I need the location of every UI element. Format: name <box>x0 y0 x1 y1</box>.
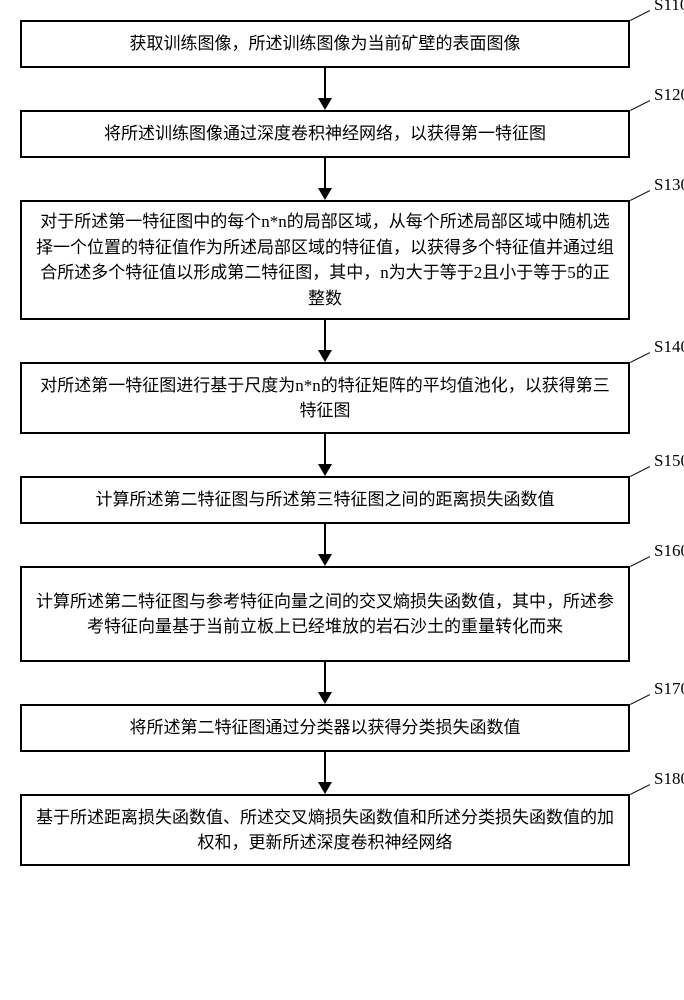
step-label-s130: S130 <box>654 175 684 195</box>
flow-node-text: 获取训练图像，所述训练图像为当前矿壁的表面图像 <box>32 31 618 57</box>
label-leader <box>630 352 650 363</box>
step-label-s110: S110 <box>654 0 684 15</box>
step-label-s160: S160 <box>654 541 684 561</box>
arrow-s110-s120 <box>305 68 345 110</box>
flow-node-s180: 基于所述距离损失函数值、所述交叉熵损失函数值和所述分类损失函数值的加权和，更新所… <box>20 794 630 866</box>
flow-node-text: 对于所述第一特征图中的每个n*n的局部区域，从每个所述局部区域中随机选择一个位置… <box>32 209 618 311</box>
flow-node-s160: 计算所述第二特征图与参考特征向量之间的交叉熵损失函数值，其中，所述参考特征向量基… <box>20 566 630 662</box>
label-leader <box>630 694 650 705</box>
arrow-s120-s130 <box>305 158 345 200</box>
label-leader <box>630 466 650 477</box>
flow-node-text: 计算所述第二特征图与所述第三特征图之间的距离损失函数值 <box>32 487 618 513</box>
label-leader <box>630 10 650 21</box>
arrow-s150-s160 <box>305 524 345 566</box>
arrow-s130-s140 <box>305 320 345 362</box>
label-leader <box>630 556 650 567</box>
flow-node-text: 将所述第二特征图通过分类器以获得分类损失函数值 <box>32 715 618 741</box>
flow-node-s170: 将所述第二特征图通过分类器以获得分类损失函数值 <box>20 704 630 752</box>
step-label-s120: S120 <box>654 85 684 105</box>
flow-node-text: 将所述训练图像通过深度卷积神经网络，以获得第一特征图 <box>32 121 618 147</box>
flow-node-s130: 对于所述第一特征图中的每个n*n的局部区域，从每个所述局部区域中随机选择一个位置… <box>20 200 630 320</box>
flow-node-s150: 计算所述第二特征图与所述第三特征图之间的距离损失函数值 <box>20 476 630 524</box>
arrow-s140-s150 <box>305 434 345 476</box>
flow-node-s140: 对所述第一特征图进行基于尺度为n*n的特征矩阵的平均值池化，以获得第三特征图 <box>20 362 630 434</box>
flow-node-s120: 将所述训练图像通过深度卷积神经网络，以获得第一特征图 <box>20 110 630 158</box>
flow-node-text: 计算所述第二特征图与参考特征向量之间的交叉熵损失函数值，其中，所述参考特征向量基… <box>32 589 618 640</box>
label-leader <box>630 190 650 201</box>
step-label-s180: S180 <box>654 769 684 789</box>
step-label-s150: S150 <box>654 451 684 471</box>
label-leader <box>630 100 650 111</box>
flow-node-text: 基于所述距离损失函数值、所述交叉熵损失函数值和所述分类损失函数值的加权和，更新所… <box>32 805 618 856</box>
step-label-s170: S170 <box>654 679 684 699</box>
arrow-s170-s180 <box>305 752 345 794</box>
step-label-s140: S140 <box>654 337 684 357</box>
flow-node-text: 对所述第一特征图进行基于尺度为n*n的特征矩阵的平均值池化，以获得第三特征图 <box>32 373 618 424</box>
flowchart-canvas: 获取训练图像，所述训练图像为当前矿壁的表面图像 S110 将所述训练图像通过深度卷积… <box>0 0 684 1000</box>
arrow-s160-s170 <box>305 662 345 704</box>
flow-node-s110: 获取训练图像，所述训练图像为当前矿壁的表面图像 <box>20 20 630 68</box>
label-leader <box>630 784 650 795</box>
